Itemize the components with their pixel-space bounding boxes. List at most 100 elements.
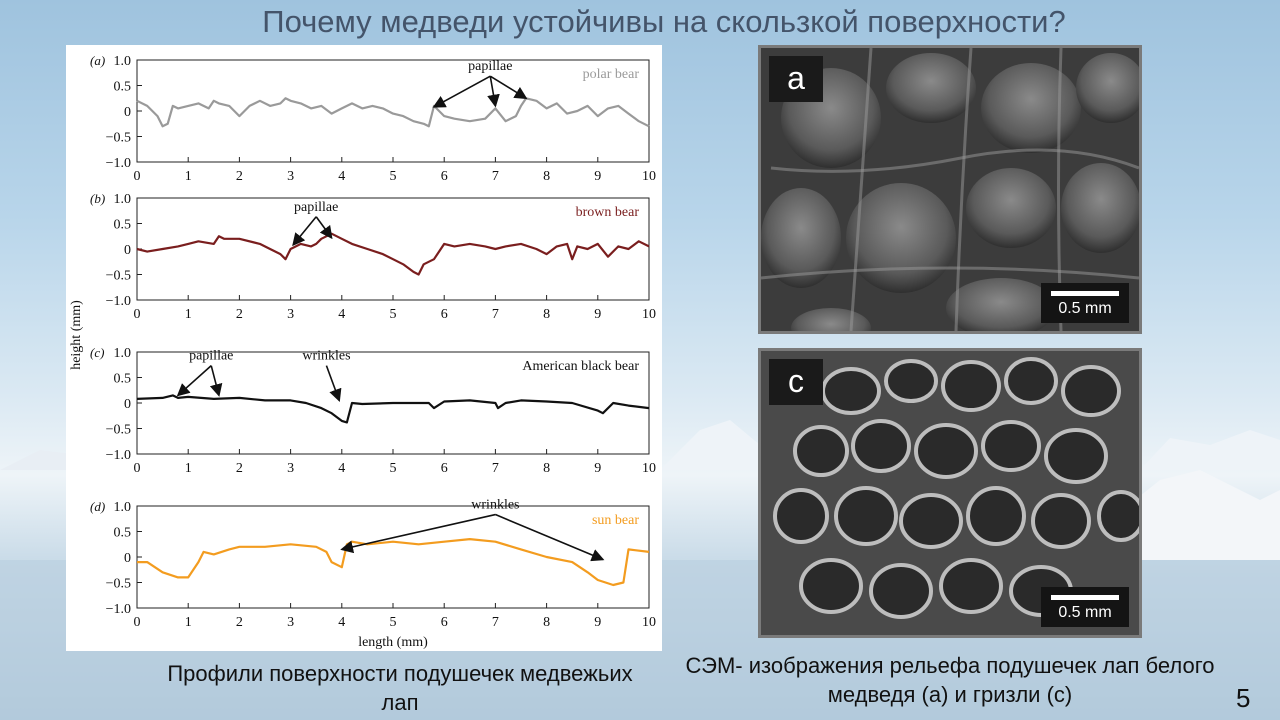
x-tick-label: 1 — [185, 615, 192, 630]
x-tick-label: 5 — [390, 169, 397, 184]
annotation-arrow — [489, 75, 528, 100]
series-line — [136, 232, 650, 276]
x-tick-label: 4 — [338, 307, 345, 322]
x-tick-label: 6 — [441, 169, 448, 184]
y-tick-label: 0 — [124, 105, 131, 120]
annotation-label: wrinkles — [471, 498, 519, 513]
y-tick-label: −1.0 — [106, 602, 131, 617]
y-tick-label: −0.5 — [106, 577, 131, 592]
annotation-label: papillae — [189, 349, 233, 364]
sem-texture-cells — [761, 351, 1139, 635]
x-tick-label: 9 — [594, 615, 601, 630]
scale-label: 0.5 mm — [1058, 604, 1112, 621]
scale-bar-a: 0.5 mm — [1041, 283, 1129, 323]
x-tick-label: 6 — [441, 615, 448, 630]
x-tick-label: 3 — [287, 461, 294, 476]
x-tick-label: 9 — [594, 461, 601, 476]
annotation-arrow — [292, 216, 317, 247]
legend-label: sun bear — [592, 513, 639, 528]
sem-image-grizzly: c 0.5 mm — [758, 348, 1142, 638]
x-tick-label: 9 — [594, 307, 601, 322]
y-tick-label: −1.0 — [106, 294, 131, 309]
x-tick-label: 2 — [236, 461, 243, 476]
x-tick-label: 6 — [441, 307, 448, 322]
y-tick-label: −0.5 — [106, 131, 131, 146]
scale-bar-c: 0.5 mm — [1041, 587, 1129, 627]
y-tick-label: −1.0 — [106, 448, 131, 463]
x-tick-label: 7 — [492, 615, 499, 630]
plot-frame — [136, 197, 650, 301]
x-tick-label: 8 — [543, 169, 550, 184]
x-tick-label: 5 — [390, 461, 397, 476]
y-tick-label: 0.5 — [114, 218, 132, 233]
x-tick-label: 7 — [492, 461, 499, 476]
profile-panel-2: 1.00.50−0.5−1.00 1 2 3 4 5 6 7 8 9 10(c)American b… — [90, 345, 656, 476]
scale-label: 0.5 mm — [1058, 300, 1112, 317]
x-tick-label: 3 — [287, 615, 294, 630]
surface-profile-figure: 1.0 0.5 0 −0.5 −1.0 0 1 2 3 4 5 6 7 8 9 10 (a) polar bear… — [66, 45, 662, 651]
annotation-arrow — [209, 365, 223, 397]
y-tick-label: 1.0 — [114, 500, 132, 515]
legend-label: polar bear — [583, 67, 640, 82]
y-tick-label: 1.0 — [114, 346, 132, 361]
x-tick-label: 2 — [236, 169, 243, 184]
caption-profiles: Профили поверхности подушечек медвежьих … — [167, 661, 633, 715]
slide-title: Почему медведи устойчивы на скользкой по… — [262, 4, 1066, 39]
x-tick-label: 8 — [543, 461, 550, 476]
y-tick-label: −1.0 — [106, 156, 131, 171]
series-line — [136, 394, 650, 424]
sem-image-polar-bear: a 0.5 mm — [758, 45, 1142, 334]
annotation-label: papillae — [468, 59, 512, 74]
y-tick-label: 0.5 — [114, 80, 132, 95]
y-tick-label: 0.5 — [114, 372, 132, 387]
y-tick-label: 0.5 — [114, 526, 132, 541]
y-tick-label: 0 — [124, 551, 131, 566]
profile-panel-0: 1.00.50−0.5−1.00 1 2 3 4 5 6 7 8 9 10(a)polar bear… — [90, 53, 656, 184]
x-tick-label: 9 — [594, 169, 601, 184]
x-tick-label: 4 — [338, 615, 345, 630]
annotation-arrow — [325, 365, 342, 402]
surface-profile-charts: 1.00.50−0.5−1.00 1 2 3 4 5 6 7 8 9 10(a)polar bear… — [69, 53, 656, 650]
legend-label: American black bear — [522, 359, 639, 374]
annotation-label: wrinkles — [302, 349, 350, 364]
x-tick-label: 10 — [642, 615, 656, 630]
profile-panel-1: 1.00.50−0.5−1.00 1 2 3 4 5 6 7 8 9 10(b)brown bear… — [90, 191, 656, 322]
y-tick-label: 1.0 — [114, 54, 132, 69]
x-tick-label: 7 — [492, 169, 499, 184]
y-axis-label: height (mm) — [69, 300, 84, 370]
sem-label-a: a — [769, 56, 823, 102]
x-tick-label: 3 — [287, 307, 294, 322]
series-line — [136, 97, 650, 128]
page-number: 5 — [1236, 683, 1251, 713]
legend-label: brown bear — [576, 205, 640, 220]
x-tick-label: 6 — [441, 461, 448, 476]
x-tick-label: 0 — [134, 615, 141, 630]
panel-label: (b) — [90, 191, 105, 206]
x-tick-label: 0 — [134, 307, 141, 322]
x-tick-label: 4 — [338, 169, 345, 184]
x-tick-label: 3 — [287, 169, 294, 184]
scale-line — [1051, 291, 1119, 296]
x-tick-label: 10 — [642, 461, 656, 476]
x-axis-label: length (mm) — [358, 635, 428, 650]
y-tick-label: 0 — [124, 397, 131, 412]
x-tick-label: 0 — [134, 169, 141, 184]
x-tick-label: 7 — [492, 307, 499, 322]
annotation-arrow — [340, 513, 496, 554]
annotation-label: papillae — [294, 200, 338, 215]
panel-label: (d) — [90, 499, 105, 514]
y-tick-label: −0.5 — [106, 423, 131, 438]
x-tick-label: 2 — [236, 307, 243, 322]
y-tick-label: −0.5 — [106, 269, 131, 284]
sem-label-c: c — [769, 359, 823, 405]
panel-label: (c) — [90, 345, 104, 360]
annotation-arrow — [495, 513, 605, 562]
scale-line — [1051, 595, 1119, 600]
x-tick-label: 2 — [236, 615, 243, 630]
x-tick-label: 1 — [185, 307, 192, 322]
x-tick-label: 10 — [642, 169, 656, 184]
annotation-arrow — [176, 365, 212, 397]
x-tick-label: 4 — [338, 461, 345, 476]
x-tick-label: 0 — [134, 461, 141, 476]
x-tick-label: 5 — [390, 307, 397, 322]
